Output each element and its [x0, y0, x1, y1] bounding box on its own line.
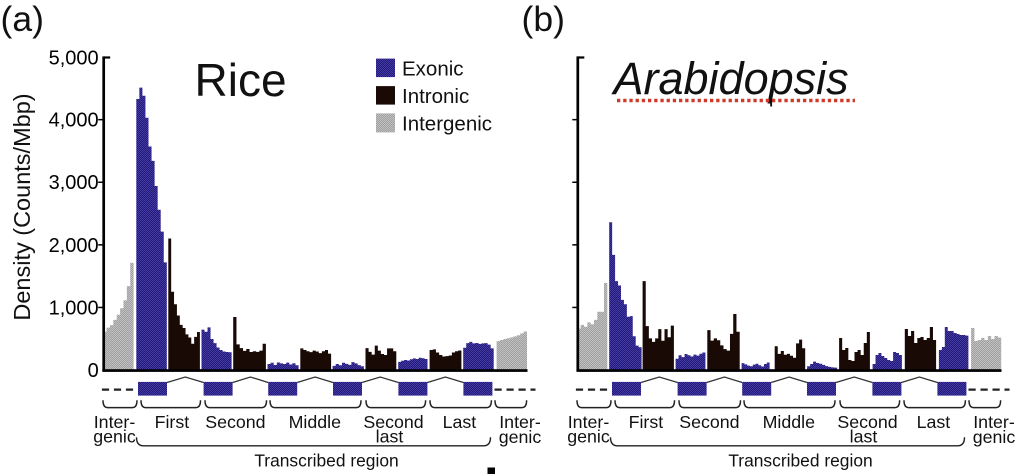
svg-text:Last: Last [443, 412, 477, 432]
svg-text:genic: genic [567, 426, 610, 446]
svg-text:Intergenic: Intergenic [402, 113, 492, 136]
svg-text:last: last [850, 426, 878, 446]
svg-text:Transcribed region: Transcribed region [728, 451, 872, 471]
svg-text:First: First [629, 412, 664, 432]
svg-text:2,000: 2,000 [49, 235, 99, 257]
svg-text:Second: Second [363, 412, 423, 432]
svg-text:genic: genic [93, 426, 136, 446]
svg-text:3,000: 3,000 [49, 172, 99, 194]
svg-text:Arabidopsis: Arabidopsis [611, 53, 849, 104]
svg-text:0: 0 [88, 360, 99, 382]
svg-text:Last: Last [917, 412, 951, 432]
svg-text:Middle: Middle [763, 412, 815, 432]
svg-text:4,000: 4,000 [49, 110, 99, 132]
svg-text:last: last [376, 426, 404, 446]
svg-text:First: First [155, 412, 190, 432]
svg-text:(b): (b) [522, 0, 565, 39]
svg-text:Second: Second [205, 412, 265, 432]
svg-text:Exonic: Exonic [402, 58, 464, 81]
svg-text:1,000: 1,000 [49, 297, 99, 319]
svg-text:Density (Counts/Mbp): Density (Counts/Mbp) [9, 93, 35, 320]
svg-text:Inter-: Inter- [499, 412, 541, 432]
svg-text:5,000: 5,000 [49, 47, 99, 69]
svg-text:(a): (a) [1, 0, 44, 39]
svg-text:genic: genic [499, 427, 542, 447]
svg-text:Inter-: Inter- [973, 412, 1015, 432]
svg-text:Transcribed region: Transcribed region [254, 451, 398, 471]
svg-text:Inter-: Inter- [568, 412, 610, 432]
svg-text:Rice: Rice [195, 54, 287, 106]
svg-text:genic: genic [973, 427, 1016, 447]
svg-text:Second: Second [679, 412, 739, 432]
svg-text:Second: Second [837, 412, 897, 432]
svg-text:Inter-: Inter- [94, 412, 136, 432]
svg-text:Intronic: Intronic [402, 85, 469, 108]
svg-text:Middle: Middle [289, 412, 341, 432]
